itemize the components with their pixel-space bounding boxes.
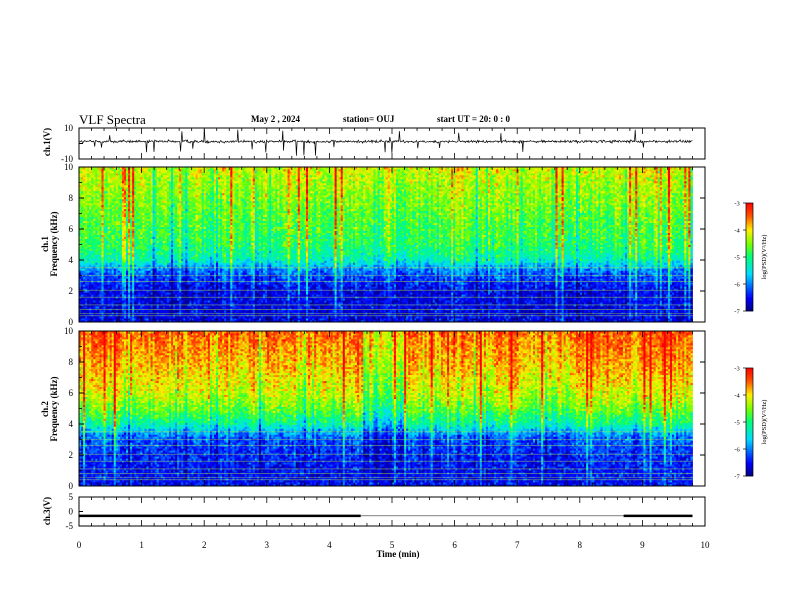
ch1-waveform-line [79,129,693,156]
ch1-waveform-ytick-label: 10 [64,123,74,133]
ch1-waveform: 10-10 [61,123,705,164]
ch1-spectrogram-cells [79,167,693,322]
